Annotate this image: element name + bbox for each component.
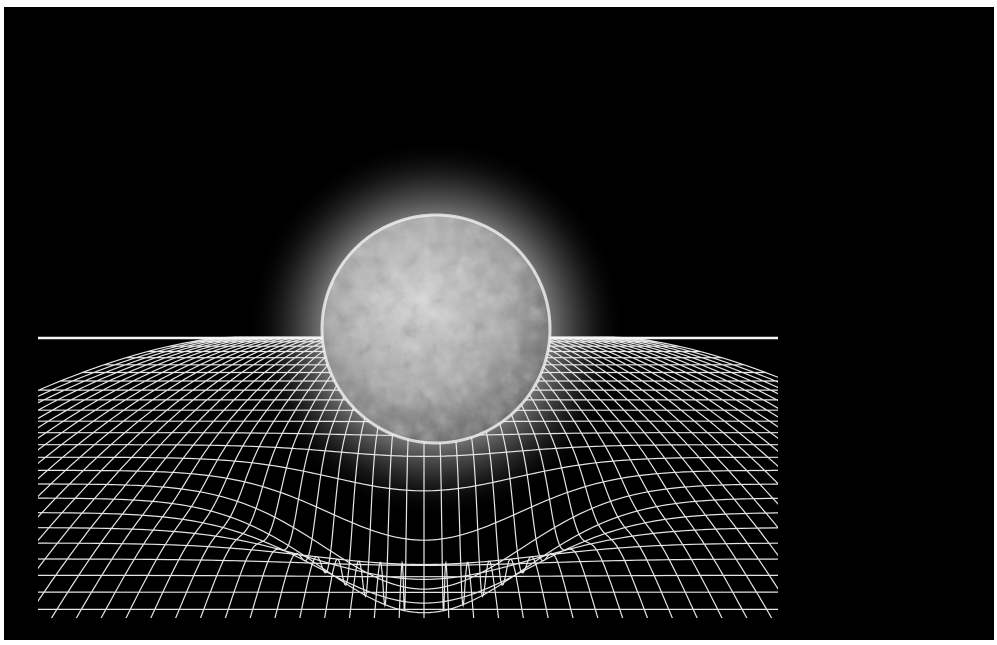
spacetime-illustration [38, 139, 778, 618]
grid-line [606, 336, 778, 383]
grid-line [38, 469, 778, 541]
grid-line [38, 497, 778, 614]
grid-line [38, 336, 254, 411]
grid-line [38, 483, 778, 590]
grid-line [38, 336, 261, 420]
grid-line [38, 574, 778, 578]
sun-sphere [320, 213, 552, 445]
grid-line [38, 456, 778, 492]
grid-line [38, 444, 778, 457]
grid-line [38, 336, 267, 429]
image-frame [4, 7, 994, 640]
grid-line [594, 336, 778, 395]
grid-line [600, 336, 778, 389]
grid-line [38, 558, 778, 566]
spacetime-grid [38, 336, 778, 618]
grid-line [575, 336, 778, 418]
grid-line [38, 336, 236, 392]
grid-line [38, 336, 242, 398]
grid-line [38, 527, 778, 581]
grid-line [568, 336, 778, 428]
grid-line [612, 336, 778, 378]
grid-line [38, 512, 778, 604]
grid-line [587, 336, 778, 402]
grid-line [38, 336, 248, 404]
grid-line [581, 336, 778, 409]
grid-line [38, 542, 778, 566]
